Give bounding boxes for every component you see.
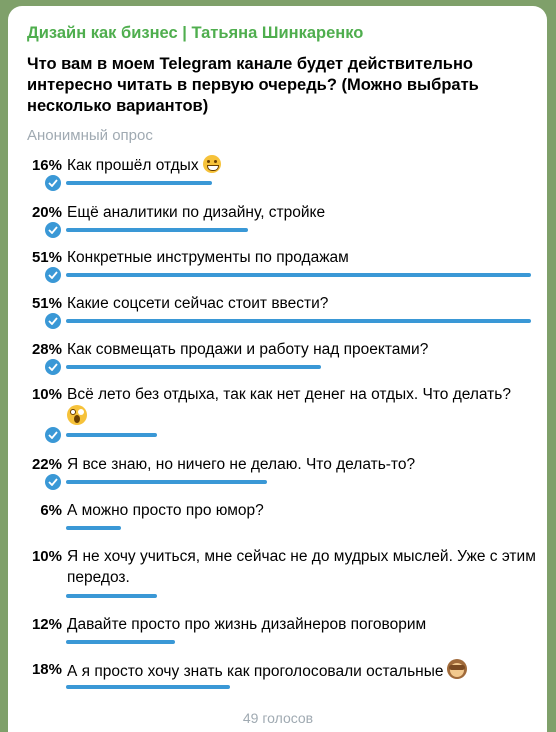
check-icon [45, 474, 61, 490]
option-text: Я не хочу учиться, мне сейчас не до мудр… [67, 548, 536, 586]
option-percent: 20% [31, 204, 62, 221]
poll-message-bubble: Дизайн как бизнес | Татьяна Шинкаренко Ч… [8, 6, 547, 732]
option-result-bar [66, 319, 531, 323]
grinning-face-icon [202, 155, 221, 173]
option-result-bar [66, 526, 121, 530]
option-result-bar [66, 273, 531, 277]
option-percent: 16% [31, 157, 62, 174]
option-text: А я просто хочу знать как проголосовали … [67, 659, 537, 682]
option-text: Как совмещать продажи и работу над проек… [67, 341, 429, 358]
see-no-evil-monkey-icon [447, 659, 468, 679]
screaming-face-icon [67, 405, 87, 425]
option-percent: 18% [31, 661, 62, 678]
option-result-bar [66, 181, 212, 185]
channel-name[interactable]: Дизайн как бизнес | Татьяна Шинкаренко [27, 24, 364, 42]
check-icon [45, 313, 61, 329]
option-text: Конкретные инструменты по продажам [67, 249, 349, 266]
option-text: Я все знаю, но ничего не делаю. Что дела… [67, 456, 416, 473]
option-percent: 28% [31, 341, 62, 358]
option-text: Какие соцсети сейчас стоит ввести? [67, 295, 329, 312]
check-icon [45, 175, 61, 191]
option-result-bar [66, 365, 321, 369]
poll-type-label: Анонимный опрос [27, 127, 153, 144]
option-result-bar [66, 640, 175, 644]
option-result-bar [66, 433, 157, 437]
votes-count[interactable]: 49 голосов [242, 710, 314, 726]
option-percent: 22% [31, 456, 62, 473]
option-result-bar [66, 480, 267, 484]
check-icon [45, 359, 61, 375]
check-icon [45, 222, 61, 238]
option-result-bar [66, 228, 248, 232]
check-icon [45, 267, 61, 283]
check-icon [45, 427, 61, 443]
poll-question: Что вам в моем Telegram канале будет дей… [27, 55, 479, 115]
option-result-bar [66, 685, 230, 689]
option-result-bar [66, 594, 157, 598]
option-text: Всё лето без отдыха, так как нет денег н… [67, 384, 537, 428]
option-percent: 12% [31, 616, 62, 633]
option-text: Ещё аналитики по дизайну, стройке [67, 204, 326, 221]
option-percent: 51% [31, 295, 62, 312]
option-text: Как прошёл отдых [67, 155, 537, 176]
option-percent: 10% [31, 386, 62, 403]
option-text: А можно просто про юмор? [67, 502, 264, 519]
option-percent: 10% [31, 548, 62, 565]
option-text: Давайте просто про жизнь дизайнеров пого… [67, 616, 427, 633]
option-percent: 6% [40, 502, 62, 519]
option-percent: 51% [31, 249, 62, 266]
